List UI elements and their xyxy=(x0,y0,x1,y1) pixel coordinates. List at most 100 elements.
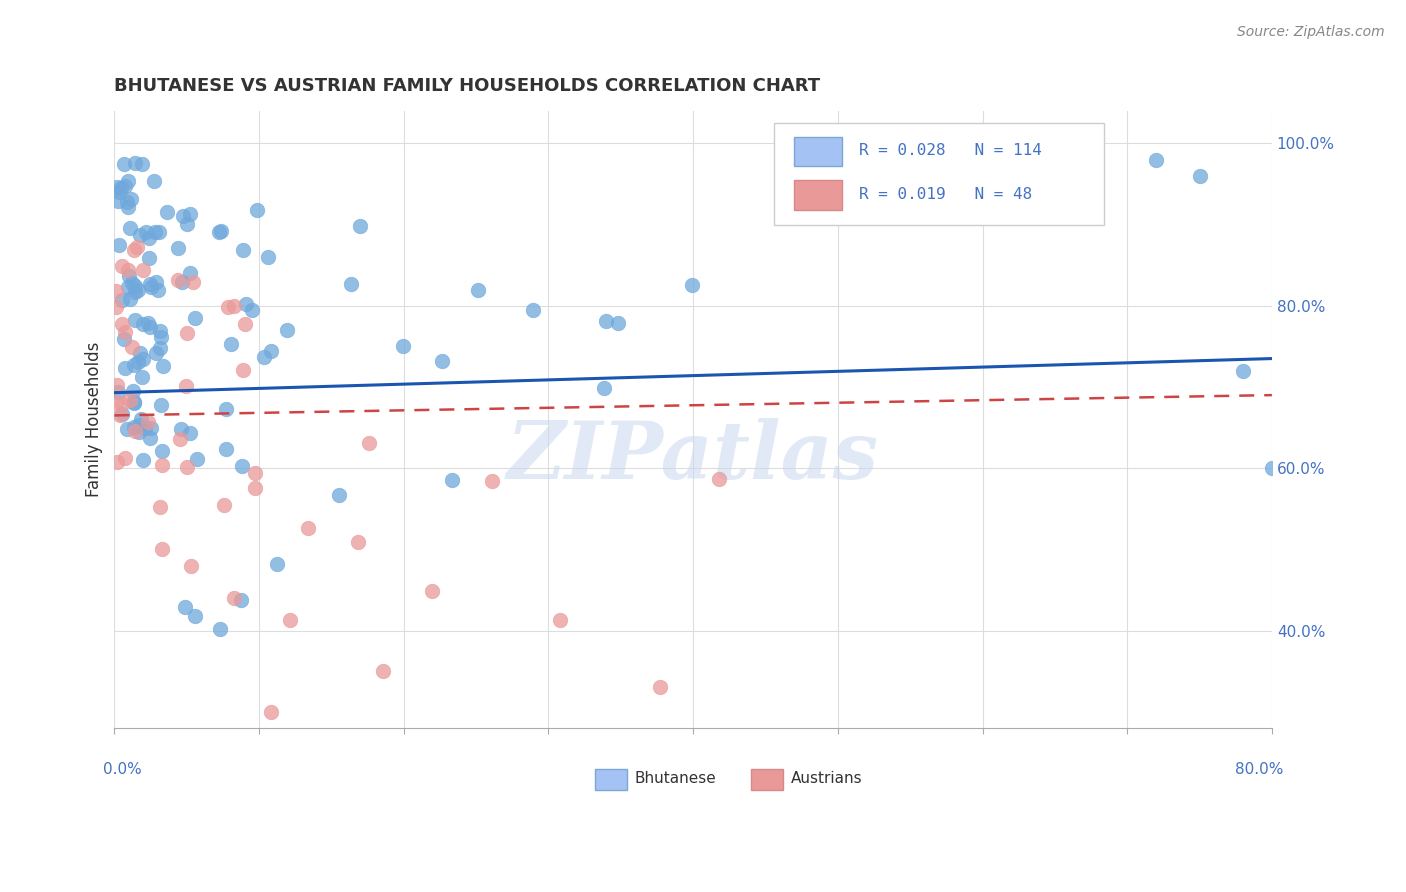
Point xyxy=(111,260,134,274)
Point xyxy=(150,542,173,557)
Text: ZIPatlas: ZIPatlas xyxy=(508,417,879,495)
Point xyxy=(112,333,135,347)
Point xyxy=(117,174,139,188)
Point xyxy=(122,396,145,410)
Point xyxy=(114,450,136,465)
Point xyxy=(112,157,135,171)
Point xyxy=(104,285,127,299)
Point xyxy=(111,408,134,422)
Point xyxy=(231,458,253,473)
Point xyxy=(186,451,208,466)
Point xyxy=(110,409,132,423)
Point xyxy=(111,293,134,307)
Point xyxy=(124,313,146,327)
Point xyxy=(648,681,671,695)
Point xyxy=(180,558,202,573)
Point xyxy=(132,317,155,331)
Point xyxy=(232,244,254,258)
Point xyxy=(209,622,232,636)
Point xyxy=(131,369,153,384)
Point xyxy=(124,278,146,293)
Point xyxy=(155,204,177,219)
Point xyxy=(117,269,139,284)
Point xyxy=(176,326,198,340)
Point xyxy=(243,466,266,480)
Point xyxy=(349,219,371,233)
Point xyxy=(179,207,201,221)
Point xyxy=(215,442,238,456)
Point xyxy=(184,608,207,623)
Point xyxy=(266,558,288,572)
Point xyxy=(169,433,191,447)
Text: 80.0%: 80.0% xyxy=(1234,762,1284,777)
Point xyxy=(278,613,301,627)
Point xyxy=(166,241,188,255)
Point xyxy=(108,237,131,252)
Point xyxy=(1319,624,1341,638)
Point xyxy=(136,415,159,429)
Point xyxy=(124,285,146,299)
Point xyxy=(121,384,143,399)
Point xyxy=(221,337,243,351)
Point xyxy=(1232,364,1254,378)
Point xyxy=(231,593,253,607)
Point xyxy=(440,473,463,487)
Point xyxy=(150,458,173,472)
Point xyxy=(114,361,136,376)
Point xyxy=(681,277,703,292)
Text: R = 0.028   N = 114: R = 0.028 N = 114 xyxy=(859,144,1042,159)
Point xyxy=(104,394,127,409)
Point xyxy=(550,613,572,627)
Point xyxy=(132,263,155,277)
Bar xyxy=(751,769,783,789)
Point xyxy=(139,431,162,445)
Point xyxy=(215,402,238,417)
Point xyxy=(259,344,281,359)
Point xyxy=(139,277,162,292)
Point xyxy=(150,444,173,458)
Point xyxy=(179,266,201,280)
Point xyxy=(149,500,172,514)
Point xyxy=(392,339,415,353)
Point xyxy=(136,316,159,330)
Point xyxy=(593,381,616,395)
Point xyxy=(115,422,138,436)
Text: Austrians: Austrians xyxy=(790,771,862,786)
Bar xyxy=(595,769,627,789)
Point xyxy=(1144,153,1167,167)
Point xyxy=(128,425,150,440)
Point xyxy=(122,420,145,434)
Point xyxy=(253,351,276,365)
Point xyxy=(138,251,160,265)
Point xyxy=(105,378,128,392)
Point xyxy=(150,329,173,343)
Point xyxy=(120,192,142,206)
Point xyxy=(131,157,153,171)
Bar xyxy=(794,180,842,210)
Point xyxy=(128,417,150,432)
Point xyxy=(121,276,143,290)
Point xyxy=(105,180,128,194)
Y-axis label: Family Households: Family Households xyxy=(86,342,103,497)
Point xyxy=(149,342,172,356)
Point xyxy=(128,228,150,243)
Point xyxy=(124,425,146,439)
Point xyxy=(115,195,138,210)
Point xyxy=(246,202,269,217)
Point xyxy=(104,300,127,314)
Text: Bhutanese: Bhutanese xyxy=(634,771,716,786)
Point xyxy=(208,225,231,239)
Point xyxy=(276,323,298,337)
Point xyxy=(149,398,172,412)
Point xyxy=(1261,461,1284,475)
Point xyxy=(122,244,145,258)
Text: BHUTANESE VS AUSTRIAN FAMILY HOUSEHOLDS CORRELATION CHART: BHUTANESE VS AUSTRIAN FAMILY HOUSEHOLDS … xyxy=(114,78,821,95)
Point xyxy=(114,326,136,340)
Point xyxy=(522,302,544,317)
Text: R = 0.019   N = 48: R = 0.019 N = 48 xyxy=(859,186,1032,202)
Point xyxy=(127,355,149,369)
Point xyxy=(139,280,162,294)
Text: Source: ZipAtlas.com: Source: ZipAtlas.com xyxy=(1237,25,1385,39)
Point xyxy=(117,262,139,277)
Point xyxy=(172,209,194,223)
